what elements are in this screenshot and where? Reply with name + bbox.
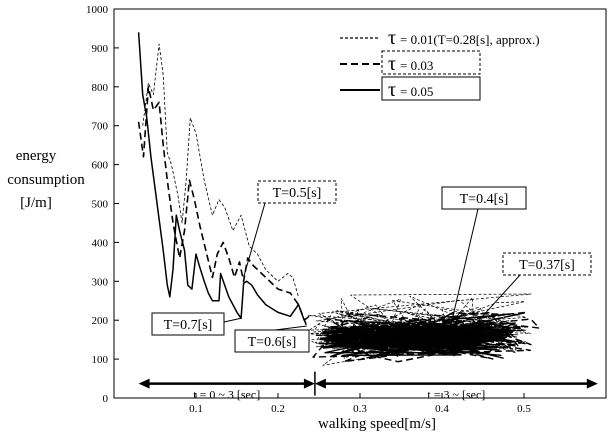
annotation-label: T=0.4[s] bbox=[460, 192, 509, 207]
annotation-label: T=0.7[s] bbox=[164, 318, 213, 333]
legend-value: = 0.03 bbox=[400, 58, 433, 73]
annotation-pointer bbox=[224, 318, 241, 322]
y-tick-label: 100 bbox=[92, 354, 109, 366]
annotation-label: T=0.5[s] bbox=[273, 186, 322, 201]
x-tick-label: 0.1 bbox=[189, 403, 203, 415]
x-tick-label: 0.4 bbox=[435, 403, 449, 415]
x-axis-label: walking speed[m/s] bbox=[318, 416, 436, 432]
y-axis-label-line-1: energy bbox=[16, 148, 57, 164]
y-tick-label: 200 bbox=[92, 315, 109, 327]
legend-entry-solid: τ = 0.05 bbox=[388, 79, 433, 101]
series-line-dashed bbox=[139, 87, 307, 326]
y-axis-label-line-3: [J/m] bbox=[20, 195, 52, 211]
plot-area: 0.1 0.2 0.3 0.4 0.5 0 100 200 300 400 500 600 700 800… bbox=[86, 4, 606, 415]
annotation-pointer bbox=[450, 209, 478, 328]
annotation-label: T=0.37[s] bbox=[519, 258, 575, 273]
y-tick-label: 600 bbox=[92, 160, 109, 172]
y-tick-label: 300 bbox=[92, 276, 109, 288]
y-tick-label: 700 bbox=[92, 121, 109, 133]
y-tick-label: 1000 bbox=[86, 4, 109, 16]
y-tick-label: 900 bbox=[92, 43, 109, 55]
legend-value: = 0.05 bbox=[400, 84, 433, 99]
y-tick-label: 800 bbox=[92, 82, 109, 94]
x-tick-label: 0.3 bbox=[353, 403, 367, 415]
x-tick-label: 0.5 bbox=[517, 403, 531, 415]
legend-tau-symbol: τ bbox=[388, 27, 396, 49]
y-tick-label: 500 bbox=[92, 199, 109, 211]
legend-tau-symbol: τ bbox=[388, 79, 396, 101]
legend-value: = 0.01 bbox=[400, 32, 433, 47]
legend-entry-dotted: τ = 0.01(T=0.28[s], approx.) bbox=[388, 27, 540, 49]
annotation-pointer bbox=[275, 326, 307, 330]
y-tick-label: 400 bbox=[92, 237, 109, 249]
period-arrow-head-right bbox=[587, 379, 598, 389]
annotation-label: T=0.6[s] bbox=[248, 335, 297, 350]
period-arrow-head-left bbox=[139, 379, 150, 389]
period-arrow-head-left bbox=[315, 379, 326, 389]
y-axis-label-line-2: consumption bbox=[7, 172, 85, 188]
period-label: t = 0 ~ 3 [sec] bbox=[193, 388, 260, 402]
origin-label: 0 bbox=[103, 393, 109, 405]
legend-entry-dashed: τ = 0.03 bbox=[388, 53, 433, 75]
period-arrow-head-right bbox=[304, 379, 315, 389]
legend: τ = 0.01(T=0.28[s], approx.) τ = 0.03 τ = 0.0… bbox=[340, 27, 540, 101]
period-label: t = 3 ~ [sec] bbox=[427, 388, 485, 402]
legend-note: (T=0.28[s], approx.) bbox=[433, 32, 539, 47]
legend-tau-symbol: τ bbox=[388, 53, 396, 75]
x-tick-label: 0.2 bbox=[271, 403, 285, 415]
series-line-dotted bbox=[143, 44, 299, 297]
